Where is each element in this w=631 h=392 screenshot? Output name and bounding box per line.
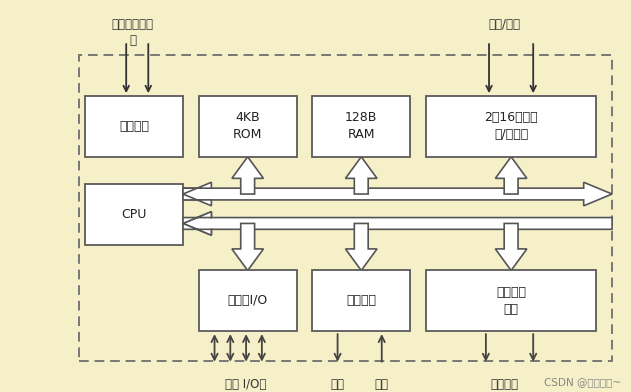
Text: 2个16位定时
器/计数器: 2个16位定时 器/计数器 xyxy=(485,111,538,142)
FancyBboxPatch shape xyxy=(426,270,596,331)
Polygon shape xyxy=(183,182,612,206)
Text: 串行接口: 串行接口 xyxy=(346,294,376,307)
FancyBboxPatch shape xyxy=(199,270,297,331)
Text: 可编程I/O: 可编程I/O xyxy=(228,294,268,307)
FancyBboxPatch shape xyxy=(85,96,183,157)
Polygon shape xyxy=(346,157,377,194)
Polygon shape xyxy=(183,212,211,235)
Text: 外部中断: 外部中断 xyxy=(491,378,519,391)
Text: 定时/计数: 定时/计数 xyxy=(489,18,521,31)
Text: 输出: 输出 xyxy=(375,378,389,391)
Polygon shape xyxy=(183,212,612,235)
Text: 4KB
ROM: 4KB ROM xyxy=(233,111,262,142)
Text: 时钟电路: 时钟电路 xyxy=(119,120,149,133)
Polygon shape xyxy=(346,223,377,270)
Polygon shape xyxy=(183,182,211,206)
FancyBboxPatch shape xyxy=(199,96,297,157)
Polygon shape xyxy=(232,157,264,194)
Text: CPU: CPU xyxy=(121,208,147,221)
FancyBboxPatch shape xyxy=(426,96,596,157)
Text: 中断控制
系统: 中断控制 系统 xyxy=(496,286,526,316)
Polygon shape xyxy=(495,223,527,270)
Text: CSDN @顺其自然~: CSDN @顺其自然~ xyxy=(545,377,622,387)
FancyBboxPatch shape xyxy=(312,96,410,157)
Text: 128B
RAM: 128B RAM xyxy=(345,111,377,142)
Text: 输入: 输入 xyxy=(331,378,345,391)
Polygon shape xyxy=(495,157,527,194)
FancyBboxPatch shape xyxy=(85,184,183,245)
Text: 并行 I/O口: 并行 I/O口 xyxy=(225,378,267,391)
Text: 外接振荡电路
器: 外接振荡电路 器 xyxy=(112,18,153,47)
FancyBboxPatch shape xyxy=(312,270,410,331)
Polygon shape xyxy=(232,223,264,270)
